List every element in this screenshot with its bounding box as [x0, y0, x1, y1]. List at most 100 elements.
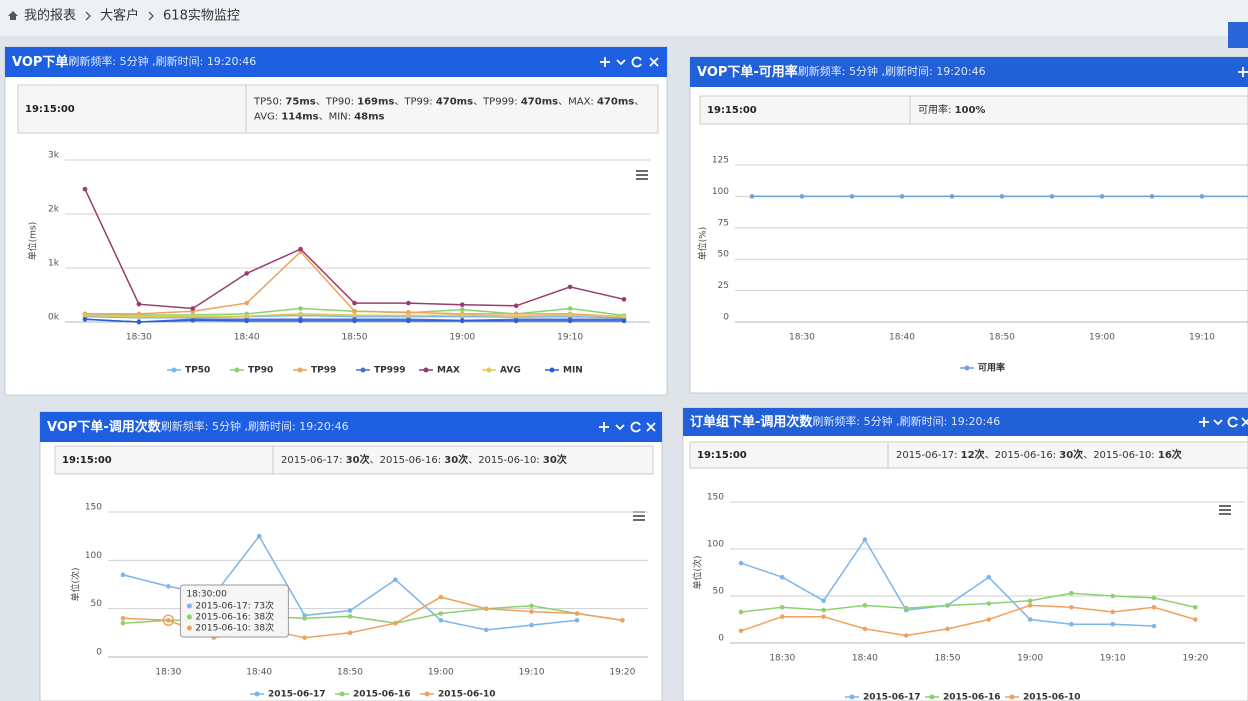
close-icon[interactable]	[1241, 417, 1248, 427]
data-point[interactable]	[621, 314, 627, 319]
data-point[interactable]	[406, 300, 411, 306]
data-point[interactable]	[244, 271, 249, 276]
data-point[interactable]	[1049, 194, 1055, 199]
data-point[interactable]	[190, 318, 196, 323]
data-point[interactable]	[1069, 590, 1074, 596]
breadcrumb-item[interactable]: 大客户	[100, 8, 139, 24]
data-point[interactable]	[298, 306, 303, 311]
data-point[interactable]	[460, 312, 465, 318]
data-point[interactable]	[460, 302, 465, 308]
data-point[interactable]	[1069, 621, 1074, 627]
data-point[interactable]	[460, 307, 465, 312]
legend-label[interactable]: 2015-06-17	[863, 693, 921, 701]
data-point[interactable]	[738, 628, 744, 634]
data-point[interactable]	[244, 313, 249, 319]
legend-label[interactable]: TP90	[248, 366, 273, 376]
data-point[interactable]	[438, 594, 444, 600]
data-point[interactable]	[136, 314, 142, 319]
data-point[interactable]	[82, 317, 88, 322]
data-point[interactable]	[529, 622, 534, 628]
legend-label[interactable]: TP99	[311, 366, 336, 376]
legend-label[interactable]: MAX	[437, 366, 460, 376]
data-point[interactable]	[567, 312, 573, 318]
data-point[interactable]	[347, 608, 353, 613]
data-point[interactable]	[1110, 593, 1115, 599]
data-point[interactable]	[899, 194, 905, 199]
collapse-icon[interactable]	[1213, 419, 1223, 426]
data-point[interactable]	[849, 194, 855, 199]
data-point[interactable]	[999, 194, 1005, 199]
data-point[interactable]	[574, 617, 580, 623]
legend-label[interactable]: MIN	[563, 366, 583, 376]
data-point[interactable]	[352, 300, 357, 306]
data-point[interactable]	[1193, 617, 1198, 622]
legend-label[interactable]: 2015-06-16	[943, 693, 1001, 701]
collapse-icon[interactable]	[616, 59, 626, 66]
data-point[interactable]	[1110, 609, 1115, 615]
data-point[interactable]	[166, 584, 171, 589]
data-point[interactable]	[298, 311, 303, 317]
data-point[interactable]	[460, 318, 465, 324]
data-point[interactable]	[302, 616, 307, 621]
data-point[interactable]	[862, 603, 868, 608]
data-point[interactable]	[483, 627, 489, 633]
data-point[interactable]	[986, 617, 992, 622]
legend-label[interactable]: AVG	[500, 366, 521, 376]
refresh-icon[interactable]	[1227, 416, 1238, 428]
data-point[interactable]	[1199, 194, 1205, 199]
move-icon[interactable]	[1238, 67, 1248, 77]
top-button[interactable]	[1228, 22, 1248, 48]
move-icon[interactable]	[1199, 417, 1209, 427]
data-point[interactable]	[406, 309, 411, 315]
data-point[interactable]	[945, 626, 950, 632]
data-point[interactable]	[438, 611, 444, 616]
data-point[interactable]	[780, 574, 785, 580]
legend-label[interactable]: 2015-06-10	[1023, 693, 1081, 701]
data-point[interactable]	[120, 616, 126, 621]
data-point[interactable]	[529, 609, 534, 614]
data-point[interactable]	[1069, 604, 1074, 610]
data-point[interactable]	[256, 533, 262, 539]
data-point[interactable]	[136, 319, 142, 325]
breadcrumb-item[interactable]: 我的报表	[24, 8, 76, 24]
data-point[interactable]	[821, 614, 826, 619]
move-icon[interactable]	[600, 57, 610, 67]
data-point[interactable]	[821, 598, 826, 603]
data-point[interactable]	[406, 313, 411, 318]
legend-label[interactable]: TP50	[185, 366, 210, 376]
data-point[interactable]	[620, 617, 625, 623]
legend-label[interactable]: 2015-06-10	[438, 690, 496, 700]
legend-label[interactable]: TP999	[374, 366, 406, 376]
data-point[interactable]	[574, 611, 580, 616]
data-point[interactable]	[244, 318, 249, 324]
data-point[interactable]	[1027, 598, 1033, 603]
data-point[interactable]	[567, 318, 573, 324]
refresh-icon[interactable]	[630, 421, 641, 433]
data-point[interactable]	[903, 633, 909, 638]
data-point[interactable]	[298, 318, 303, 324]
data-point[interactable]	[1151, 623, 1157, 629]
data-point[interactable]	[190, 306, 196, 311]
data-point[interactable]	[945, 603, 950, 608]
data-point[interactable]	[986, 601, 992, 606]
data-point[interactable]	[1027, 603, 1033, 608]
data-point[interactable]	[513, 318, 519, 324]
data-point[interactable]	[166, 617, 171, 623]
data-point[interactable]	[780, 614, 785, 619]
data-point[interactable]	[483, 606, 489, 611]
data-point[interactable]	[438, 617, 444, 623]
data-point[interactable]	[393, 620, 398, 626]
data-point[interactable]	[1027, 617, 1033, 622]
data-point[interactable]	[738, 609, 744, 615]
data-point[interactable]	[738, 560, 744, 566]
data-point[interactable]	[406, 318, 411, 324]
data-point[interactable]	[949, 194, 955, 199]
data-point[interactable]	[986, 574, 992, 580]
data-point[interactable]	[513, 303, 519, 309]
data-point[interactable]	[82, 186, 88, 192]
data-point[interactable]	[352, 308, 357, 314]
data-point[interactable]	[120, 620, 126, 626]
data-point[interactable]	[244, 300, 249, 306]
data-point[interactable]	[567, 306, 573, 311]
data-point[interactable]	[352, 312, 357, 318]
